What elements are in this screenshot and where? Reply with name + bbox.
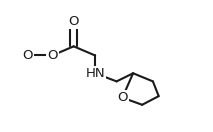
Text: O: O [23,49,33,62]
Text: O: O [68,15,79,28]
Text: O: O [47,49,58,62]
Text: O: O [117,91,128,104]
Text: HN: HN [85,67,105,80]
